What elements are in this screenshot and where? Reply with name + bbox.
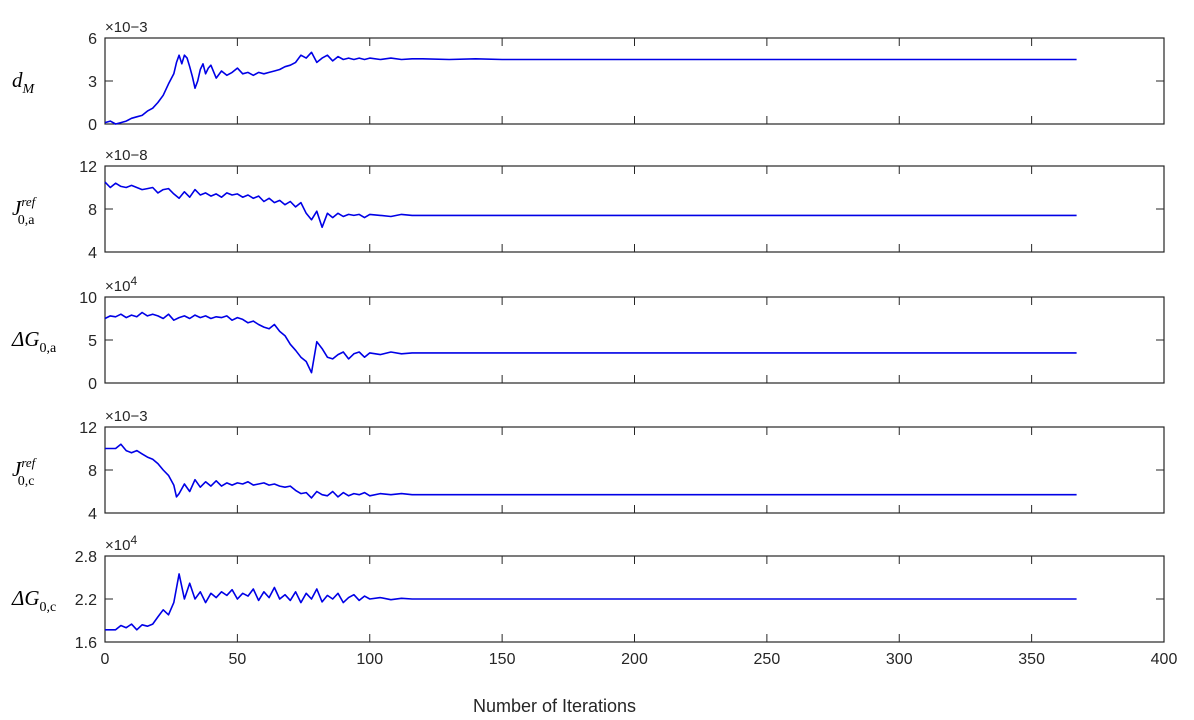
y-axis-label: ΔG0,a xyxy=(11,327,57,356)
y-tick-label: 0 xyxy=(88,117,97,134)
x-tick-label: 100 xyxy=(356,651,383,668)
subplot-dM: 0 3 6 ×10−3 dM xyxy=(12,19,1165,134)
x-tick-label: 350 xyxy=(1018,651,1045,668)
y-tick-label: 8 xyxy=(88,202,97,219)
axes-box xyxy=(104,37,1165,125)
x-tick-label: 200 xyxy=(621,651,648,668)
y-tick-label: 4 xyxy=(88,506,97,523)
axis-exponent: ×104 xyxy=(105,274,137,295)
y-tick-label: 8 xyxy=(88,463,97,480)
series-line-dG0c xyxy=(105,573,1077,631)
y-tick-label: 0 xyxy=(88,376,97,393)
y-tick-label: 5 xyxy=(88,333,97,350)
y-tick-label: 2.8 xyxy=(75,549,97,566)
y-tick-label: 4 xyxy=(88,245,97,262)
y-axis-label: Jref 0,a xyxy=(12,194,38,228)
axes-box xyxy=(104,296,1165,384)
y-axis-label: Jref 0,c xyxy=(12,455,38,489)
y-tick-label: 2.2 xyxy=(75,592,97,609)
series-line-J0c xyxy=(105,443,1077,499)
axis-exponent: ×10−3 xyxy=(105,408,148,425)
subplot-dG0a: 0 5 10 ×104 ΔG0,a xyxy=(11,274,1165,393)
series-line-J0a xyxy=(104,181,1077,229)
x-axis-label: Number of Iterations xyxy=(473,696,636,716)
x-tick-label: 0 xyxy=(101,651,110,668)
x-tick-label: 150 xyxy=(489,651,516,668)
x-tick-label: 250 xyxy=(754,651,781,668)
subplot-dG0c: 1.6 2.2 2.8 ×104 ΔG0,c xyxy=(11,533,1165,652)
axis-exponent: ×10−3 xyxy=(105,19,148,36)
y-tick-label: 10 xyxy=(79,290,97,307)
subplot-J0c: 4 8 12 ×10−3 Jref 0,c xyxy=(12,408,1165,523)
y-tick-label: 12 xyxy=(79,420,97,437)
y-tick-label: 1.6 xyxy=(75,635,97,652)
subplot-J0a: 4 8 12 ×10−8 Jref 0,a xyxy=(12,147,1165,262)
y-axis-label: dM xyxy=(12,68,36,97)
axis-exponent: ×10−8 xyxy=(105,147,148,164)
axes-box xyxy=(104,426,1165,514)
series-line-dG0a xyxy=(104,311,1077,374)
axis-exponent: ×104 xyxy=(105,533,137,554)
x-tick-label: 300 xyxy=(886,651,913,668)
y-axis-label: ΔG0,c xyxy=(11,586,56,615)
y-tick-label: 3 xyxy=(88,74,97,91)
series-line-dM xyxy=(104,51,1077,125)
axes-box xyxy=(104,165,1165,253)
x-tick-label: 400 xyxy=(1151,651,1178,668)
x-tick-label: 50 xyxy=(228,651,246,668)
y-tick-label: 12 xyxy=(79,159,97,176)
y-tick-label: 6 xyxy=(88,31,97,48)
